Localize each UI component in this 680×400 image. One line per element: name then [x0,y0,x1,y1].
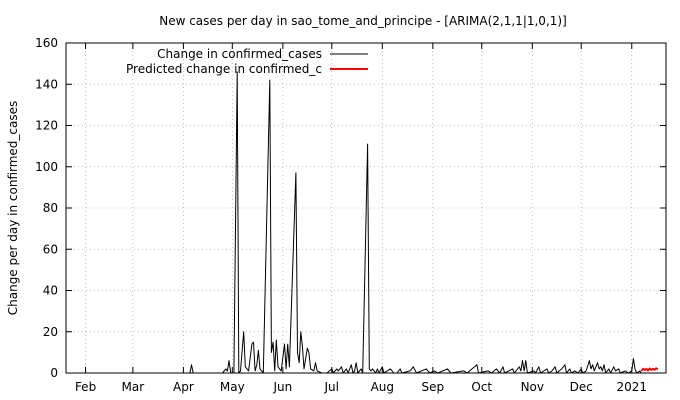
y-tick-label: 20 [43,325,58,339]
y-tick-label: 160 [35,36,58,50]
y-tick-label: 60 [43,242,58,256]
x-tick-label: Apr [173,380,194,394]
x-tick-label: Nov [521,380,544,394]
y-tick-label: 100 [35,160,58,174]
x-tick-label: Jun [272,380,292,394]
x-tick-label: Sep [422,380,445,394]
series-line-predicted [640,367,659,372]
grid [66,43,666,373]
y-tick-label: 0 [50,366,58,380]
x-tick-label: Mar [122,380,145,394]
y-tick-label: 40 [43,284,58,298]
x-tick-label: Oct [471,380,492,394]
legend-label-0: Change in confirmed_cases [157,47,322,61]
y-tick-label: 80 [43,201,58,215]
x-tick-label: Aug [371,380,394,394]
y-tick-label: 120 [35,119,58,133]
ticks-group [66,42,666,374]
y-axis-label: Change per day in confirmed_cases [6,101,20,316]
x-tick-label: 2021 [616,380,647,394]
y-tick-label: 140 [35,77,58,91]
y-tick-labels: 0 20 40 60 80 100 120 140 160 [35,36,58,380]
x-tick-label: Jul [324,380,339,394]
x-tick-label: Dec [570,380,593,394]
x-tick-labels: Feb Mar Apr May Jun Jul Aug Sep Oct Nov Dec 2021 [75,380,647,394]
chart-title: New cases per day in sao_tome_and_princi… [159,14,567,28]
x-tick-label: Feb [75,380,96,394]
x-tick-label: May [220,380,245,394]
legend: Change in confirmed_cases Predicted chan… [126,47,368,76]
legend-label-1: Predicted change in confirmed_c [126,62,322,76]
